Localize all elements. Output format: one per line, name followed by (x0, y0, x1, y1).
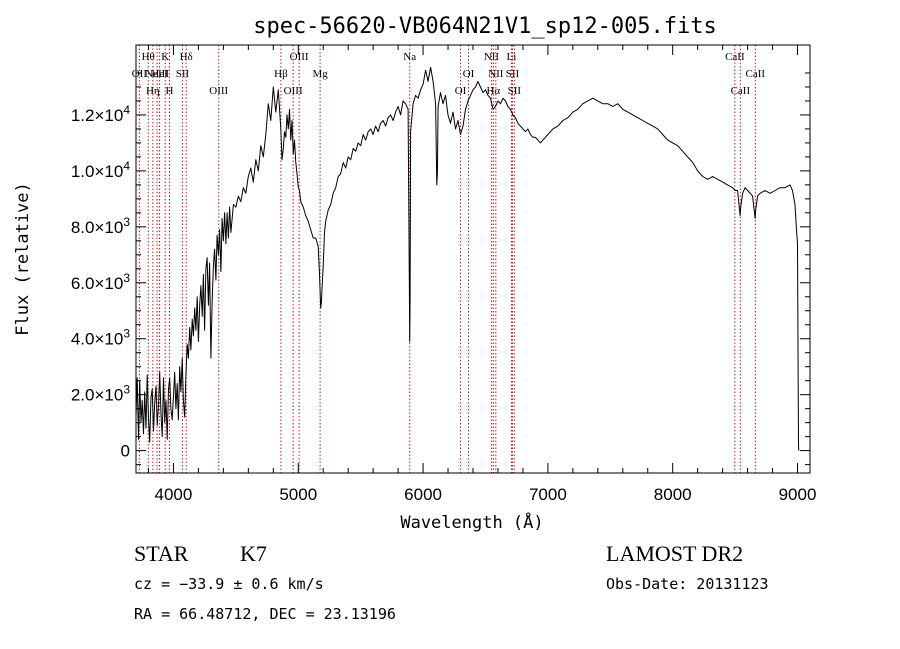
spectral-line-label: Li (507, 51, 517, 63)
x-tick-label: 6000 (404, 485, 442, 504)
spectral-line-label: Hη (146, 85, 160, 97)
chart-title: spec-56620-VB064N21V1_sp12-005.fits (253, 14, 717, 39)
spectral-line-label: OIII (209, 85, 228, 97)
spectrum-line (135, 66, 800, 451)
y-tick-label: 1.2×104 (71, 103, 130, 125)
emission-line-markers: OIIHθHηNeIIIHeIKHSIIHδOIIIHβOIIIOIIIMgNa… (132, 45, 766, 473)
observation-date: Obs-Date: 20131123 (606, 575, 769, 593)
x-axis-label: Wavelength (Å) (400, 511, 543, 533)
y-tick-label: 2.0×103 (71, 383, 130, 405)
spectral-line-label: OI (463, 68, 475, 80)
spectral-line-label: SII (176, 68, 190, 80)
spectral-line-label: Mg (312, 68, 328, 80)
object-subclass: K7 (240, 541, 267, 566)
survey-name: LAMOST DR2 (606, 541, 743, 566)
spectral-line-label: CaII (725, 51, 745, 63)
plot-frame (135, 44, 811, 474)
y-tick-label: 4.0×103 (71, 327, 130, 349)
redshift-velocity: cz = −33.9 ± 0.6 km/s (134, 575, 324, 593)
spectral-line-label: NeIII (145, 68, 169, 80)
y-tick-label: 6.0×103 (71, 271, 130, 293)
y-axis-label: Flux (relative) (13, 182, 33, 336)
x-tick-label: 8000 (654, 485, 692, 504)
y-tick-label: 8.0×103 (71, 215, 130, 237)
y-axis: 0 2.0×103 4.0×103 6.0×103 8.0×103 1.0×104 1.2×… (71, 72, 810, 466)
y-tick-label: 0 (121, 442, 130, 461)
spectral-line-label: CaII (731, 85, 751, 97)
spectral-line-label: SII (506, 68, 520, 80)
x-axis: 4000 5000 6000 7000 8000 9000 (147, 45, 817, 504)
spectrum-series (135, 66, 800, 451)
x-tick-label: 7000 (529, 485, 567, 504)
spectral-line-label: HeI (151, 68, 168, 80)
x-tick-label: 4000 (155, 485, 193, 504)
x-tick-label: 9000 (779, 485, 817, 504)
spectral-line-label: SII (508, 85, 522, 97)
spectral-line-label: OIII (284, 85, 303, 97)
spectral-line-label: Hα (486, 85, 500, 97)
spectral-line-label: Na (403, 51, 416, 63)
object-class: STAR (134, 541, 189, 566)
spectral-line-label: H (165, 85, 173, 97)
y-tick-label: 1.0×104 (71, 159, 130, 181)
spectral-line-label: K (161, 51, 169, 63)
spectral-line-label: NII (488, 68, 504, 80)
spectral-line-label: OIII (290, 51, 309, 63)
x-tick-label: 5000 (279, 485, 317, 504)
spectral-line-label: Hβ (274, 68, 288, 80)
spectral-line-label: NII (484, 51, 500, 63)
spectral-line-label: Hδ (180, 51, 193, 63)
spectral-line-label: Hθ (142, 51, 155, 63)
ra-dec-coordinates: RA = 66.48712, DEC = 23.13196 (134, 605, 396, 623)
spectral-line-label: CaII (746, 68, 766, 80)
spectral-line-label: OI (455, 85, 467, 97)
